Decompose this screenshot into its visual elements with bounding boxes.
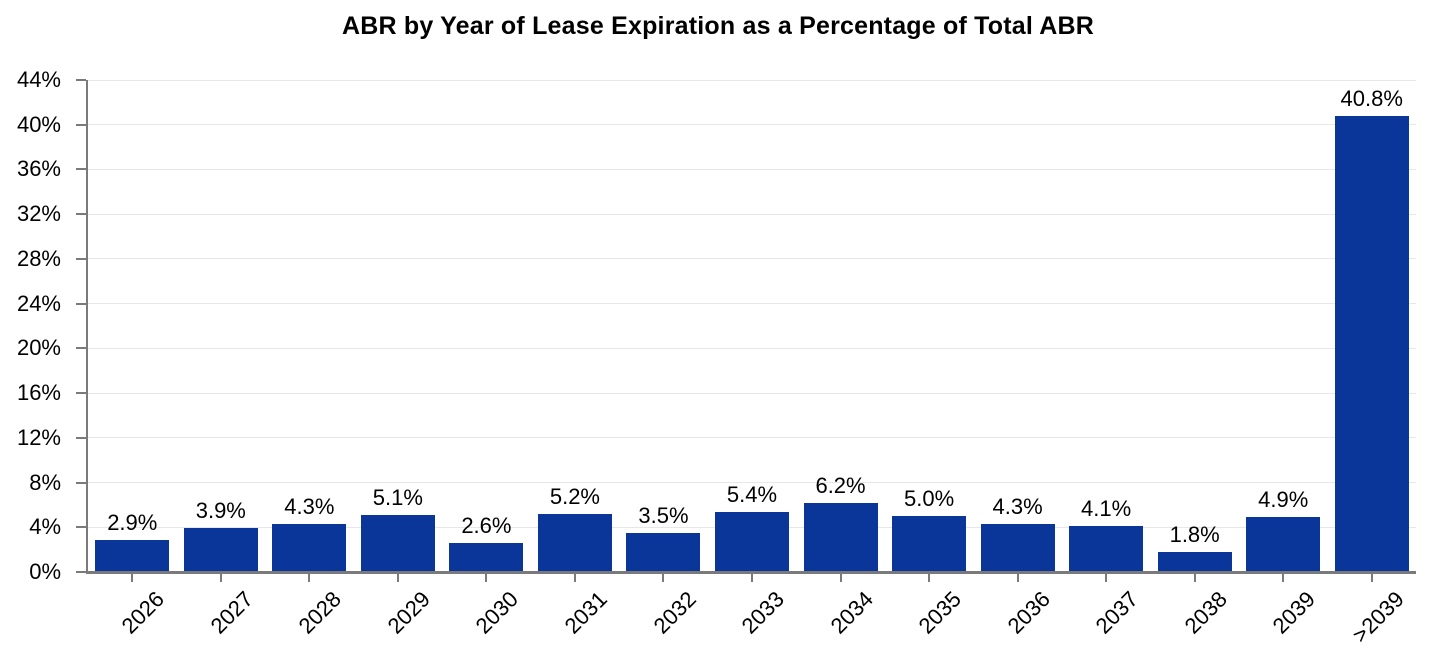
x-tick xyxy=(131,572,134,582)
bar xyxy=(272,523,347,572)
x-tick-label: 2039 xyxy=(1267,586,1321,639)
bar xyxy=(892,516,967,572)
y-tick-label: 28% xyxy=(16,245,61,271)
x-tick-label: 2036 xyxy=(1002,586,1055,639)
y-tick-label: 44% xyxy=(16,67,61,92)
bar-value-label: 40.8% xyxy=(1340,85,1403,111)
bar-value-label: 3.5% xyxy=(638,502,689,528)
bar-value-label: 5.1% xyxy=(372,484,423,510)
bar xyxy=(1334,115,1409,572)
x-tick-label: 2031 xyxy=(559,586,612,639)
chart-title: ABR by Year of Lease Expiration as a Per… xyxy=(341,12,1095,40)
x-tick xyxy=(1282,572,1285,582)
y-tick-label: 36% xyxy=(16,156,61,182)
x-tick xyxy=(839,572,842,582)
bar-value-label: 2.9% xyxy=(107,509,158,535)
y-tick xyxy=(76,392,86,395)
bar xyxy=(183,528,258,572)
bar xyxy=(626,532,701,572)
gridline xyxy=(88,124,1416,126)
bar xyxy=(537,513,612,572)
x-tick xyxy=(1105,572,1108,582)
bar-value-label: 5.2% xyxy=(549,483,600,509)
x-tick-label: 2026 xyxy=(116,586,170,639)
bar-value-label: 5.4% xyxy=(726,481,778,507)
x-tick xyxy=(1370,572,1373,582)
y-tick xyxy=(76,168,86,171)
x-tick xyxy=(751,572,753,582)
y-tick-label: 32% xyxy=(16,201,61,227)
bar-value-label: 3.9% xyxy=(195,498,246,524)
bar xyxy=(715,511,789,572)
gridline xyxy=(88,79,1416,81)
x-tick xyxy=(308,572,311,582)
x-tick xyxy=(396,572,399,582)
bar-value-label: 4.9% xyxy=(1258,487,1309,513)
bar xyxy=(1069,526,1144,572)
bar-value-label: 5.0% xyxy=(903,486,955,512)
gridline xyxy=(88,168,1416,170)
x-tick xyxy=(662,572,665,582)
bar xyxy=(1246,517,1321,572)
y-tick-label: 0% xyxy=(29,559,61,584)
y-tick xyxy=(76,481,86,484)
x-tick xyxy=(485,572,488,582)
bar xyxy=(803,502,878,572)
y-tick-label: 12% xyxy=(16,424,61,450)
gridline xyxy=(88,258,1416,260)
bar xyxy=(980,523,1055,572)
x-tick-label: 2035 xyxy=(913,586,967,639)
bar-value-label: 4.3% xyxy=(284,493,335,519)
x-tick xyxy=(1193,572,1196,582)
x-tick xyxy=(1016,572,1019,582)
y-tick xyxy=(76,347,86,350)
y-tick-label: 24% xyxy=(16,290,61,316)
y-tick xyxy=(76,79,86,81)
bar-value-label: 4.1% xyxy=(1081,496,1132,522)
gridline xyxy=(88,482,1416,484)
x-tick-label: 2029 xyxy=(382,586,435,639)
gridline xyxy=(88,347,1416,349)
x-tick-label: 2037 xyxy=(1090,586,1144,639)
bar-value-label: 6.2% xyxy=(815,472,866,498)
bar xyxy=(449,542,524,572)
gridline xyxy=(88,213,1416,215)
x-tick-label: 2034 xyxy=(825,586,878,639)
gridline xyxy=(88,392,1416,394)
plot-area: 0% 4% 8% 12% 16% 20% 24% 28% 32% 36% 40% 44% 2.9% 3.… xyxy=(17,68,1416,648)
y-tick xyxy=(76,213,86,216)
y-tick xyxy=(76,257,86,260)
x-tick xyxy=(219,572,222,582)
y-tick-label: 40% xyxy=(16,111,61,137)
x-tick xyxy=(928,572,931,582)
bar-value-label: 4.3% xyxy=(992,493,1043,519)
bar xyxy=(360,514,435,572)
bar xyxy=(1157,551,1232,572)
x-tick-label: 2033 xyxy=(736,586,789,639)
y-tick xyxy=(76,436,86,439)
x-tick-label: 2038 xyxy=(1179,586,1232,639)
y-tick-label: 20% xyxy=(16,335,61,361)
x-tick-label: 2027 xyxy=(205,586,258,639)
y-tick xyxy=(76,302,86,305)
gridline xyxy=(88,437,1416,439)
x-tick-label: 2030 xyxy=(471,586,524,639)
x-tick-label: >2039 xyxy=(1347,586,1409,648)
x-tick xyxy=(573,572,576,582)
bar-value-label: 1.8% xyxy=(1169,521,1220,547)
bar-value-label: 2.6% xyxy=(461,512,512,538)
y-tick-label: 4% xyxy=(29,514,61,540)
x-tick-label: 2032 xyxy=(648,586,701,639)
y-tick xyxy=(76,526,86,529)
y-tick xyxy=(76,571,86,573)
y-tick-label: 16% xyxy=(16,380,61,406)
y-axis-line xyxy=(86,80,88,573)
y-tick-label: 8% xyxy=(29,469,61,495)
gridline xyxy=(88,303,1416,305)
x-tick-label: 2028 xyxy=(294,586,347,639)
y-tick xyxy=(76,123,86,126)
bar xyxy=(95,539,170,572)
